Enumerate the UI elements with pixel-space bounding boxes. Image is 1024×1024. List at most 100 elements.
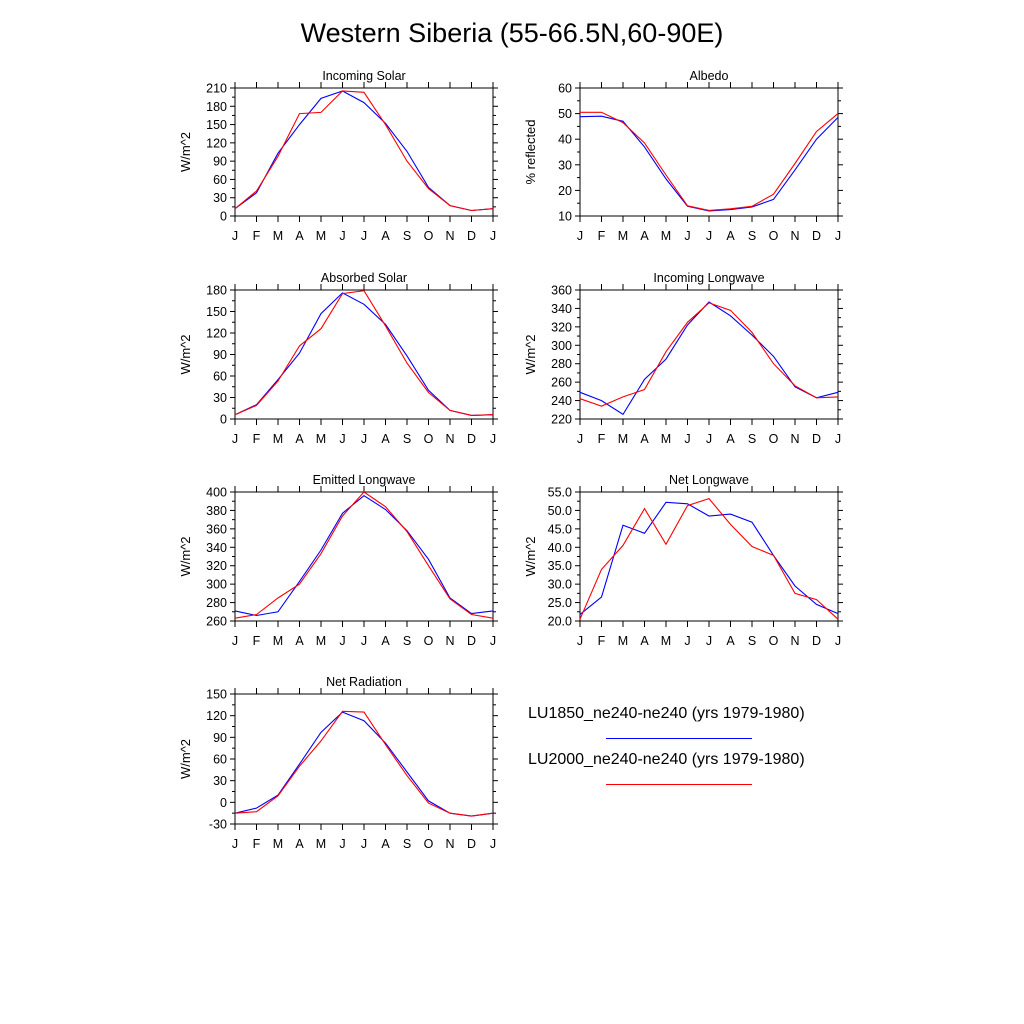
plot-frame — [579, 87, 839, 217]
y-tick-label: 120 — [206, 709, 227, 723]
y-tick-label: 320 — [206, 559, 227, 573]
x-tick-label: D — [812, 432, 821, 446]
panel-title: Incoming Solar — [322, 69, 405, 83]
y-tick-label: 45.0 — [548, 522, 572, 536]
x-tick-label: D — [812, 229, 821, 243]
x-tick-label: N — [445, 634, 454, 648]
series-line-1 — [234, 491, 494, 619]
y-tick-label: 150 — [206, 688, 227, 702]
legend-label-0: LU1850_ne240-ne240 (yrs 1979-1980) — [528, 705, 805, 722]
y-tick-label: 360 — [206, 522, 227, 536]
y-tick-label: 35.0 — [548, 559, 572, 573]
x-tick-label: F — [253, 837, 261, 851]
x-tick-label: M — [661, 432, 671, 446]
y-tick-label: 360 — [551, 284, 572, 298]
x-tick-label: F — [253, 229, 261, 243]
x-tick-label: J — [835, 229, 841, 243]
y-tick-label: 400 — [206, 486, 227, 500]
y-axis-label: W/m^2 — [178, 739, 193, 779]
y-tick-label: 30 — [558, 158, 572, 172]
x-tick-label: S — [403, 229, 411, 243]
x-tick-label: J — [706, 432, 712, 446]
y-axis-label: W/m^2 — [178, 536, 193, 576]
plot-frame — [579, 289, 839, 420]
series-line-1 — [234, 710, 494, 817]
y-tick-label: 30 — [213, 391, 227, 405]
legend-label-1: LU2000_ne240-ne240 (yrs 1979-1980) — [528, 751, 805, 768]
x-tick-label: J — [361, 634, 367, 648]
x-tick-label: J — [361, 432, 367, 446]
x-tick-label: S — [403, 432, 411, 446]
series-line-0 — [579, 301, 839, 416]
y-tick-label: 50 — [558, 107, 572, 121]
x-tick-label: A — [381, 837, 390, 851]
x-tick-label: M — [618, 432, 628, 446]
x-tick-label: O — [424, 837, 434, 851]
x-tick-label: M — [316, 837, 326, 851]
x-tick-label: J — [232, 837, 238, 851]
x-tick-label: D — [467, 837, 476, 851]
panel-title: Albedo — [690, 69, 729, 83]
x-tick-label: A — [381, 432, 390, 446]
series-line-0 — [234, 711, 494, 817]
x-tick-label: M — [661, 229, 671, 243]
y-axis-label: W/m^2 — [523, 536, 538, 576]
x-tick-label: F — [598, 634, 606, 648]
x-tick-label: J — [706, 634, 712, 648]
y-tick-label: 0 — [220, 210, 227, 224]
panel-5: Net Longwave W/m^2 20.0 25.0 30.0 35.0 40.0 45.… — [523, 473, 843, 648]
x-tick-label: J — [232, 634, 238, 648]
x-tick-label: J — [339, 432, 345, 446]
x-tick-label: M — [273, 837, 283, 851]
x-tick-label: A — [726, 634, 735, 648]
x-tick-label: A — [295, 432, 304, 446]
x-tick-label: J — [490, 432, 496, 446]
plot-frame — [234, 289, 494, 420]
panel-title: Net Longwave — [669, 473, 749, 487]
x-tick-label: J — [706, 229, 712, 243]
x-tick-label: J — [361, 837, 367, 851]
x-tick-label: F — [598, 229, 606, 243]
y-tick-label: 300 — [206, 578, 227, 592]
x-tick-label: N — [445, 432, 454, 446]
series-line-1 — [234, 290, 494, 416]
y-tick-label: 180 — [206, 100, 227, 114]
series-line-1 — [234, 90, 494, 212]
y-axis-label: W/m^2 — [523, 334, 538, 374]
x-tick-label: J — [835, 634, 841, 648]
x-tick-label: D — [812, 634, 821, 648]
x-tick-label: A — [640, 229, 649, 243]
x-tick-label: N — [790, 229, 799, 243]
x-tick-label: O — [769, 432, 779, 446]
y-tick-label: 150 — [206, 305, 227, 319]
x-tick-label: O — [769, 634, 779, 648]
x-tick-label: J — [361, 229, 367, 243]
x-tick-label: A — [381, 229, 390, 243]
y-tick-label: 240 — [551, 394, 572, 408]
x-tick-label: J — [835, 432, 841, 446]
series-line-0 — [234, 495, 494, 617]
y-tick-label: 120 — [206, 327, 227, 341]
x-tick-label: S — [748, 229, 756, 243]
legend-line-0 — [606, 738, 752, 739]
x-tick-label: S — [748, 432, 756, 446]
y-tick-label: -30 — [209, 818, 227, 832]
y-tick-label: 260 — [551, 376, 572, 390]
figure-title: Western Siberia (55-66.5N,60-90E) — [300, 18, 724, 48]
x-tick-label: M — [316, 229, 326, 243]
y-tick-label: 30.0 — [548, 578, 572, 592]
y-tick-label: 50.0 — [548, 504, 572, 518]
y-tick-label: 150 — [206, 118, 227, 132]
x-tick-label: O — [424, 634, 434, 648]
y-tick-label: 10 — [558, 210, 572, 224]
y-tick-label: 280 — [206, 596, 227, 610]
series-line-0 — [579, 115, 839, 212]
x-tick-label: J — [490, 229, 496, 243]
series-line-0 — [234, 292, 494, 416]
y-tick-label: 340 — [551, 302, 572, 316]
y-tick-label: 60 — [558, 82, 572, 96]
y-axis-label: W/m^2 — [178, 132, 193, 172]
x-tick-label: F — [598, 432, 606, 446]
